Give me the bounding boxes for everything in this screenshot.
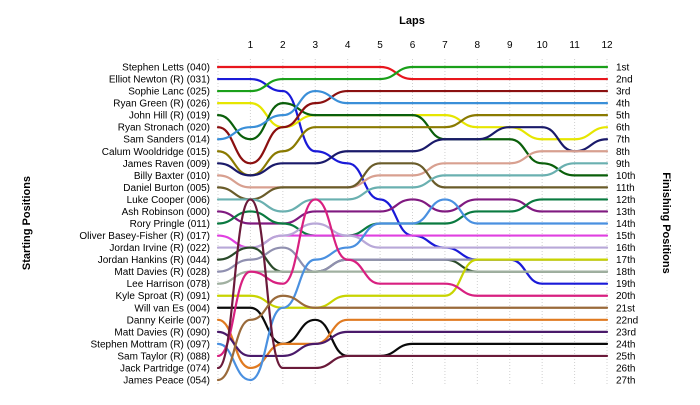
grid: [217, 59, 608, 384]
lap-tick-label: 2: [280, 40, 286, 51]
finishing-position-label: 11th: [616, 183, 635, 194]
starting-position-label: Jordan Irvine (R) (022): [109, 243, 210, 254]
starting-position-label: Matt Davies (R) (090): [114, 327, 210, 338]
starting-position-label: Sam Sanders (014): [123, 135, 210, 146]
driver-line-10: [216, 150, 609, 189]
driver-line-23: [216, 330, 609, 358]
finishing-position-label: 26th: [616, 363, 635, 374]
driver-line-3: [216, 65, 609, 93]
finishing-position-label: 5th: [616, 111, 630, 122]
driver-line-22: [216, 318, 609, 370]
driver-line-7: [216, 89, 609, 141]
finishing-position-label: 18th: [616, 267, 635, 278]
starting-position-label: Danny Keirle (007): [127, 315, 210, 326]
starting-position-label: Elliot Newton (R) (031): [109, 75, 210, 86]
starting-position-label: Jordan Hankins (R) (044): [98, 255, 210, 266]
driver-line-8: [216, 114, 609, 177]
lap-tick-label: 9: [507, 40, 513, 51]
starting-position-label: Will van Es (004): [134, 303, 210, 314]
driver-line-19: [216, 270, 609, 285]
driver-line-12: [216, 162, 609, 213]
finishing-position-label: 15th: [616, 231, 635, 242]
driver-line-6: [216, 89, 609, 165]
starting-position-label: Jack Partridge (074): [120, 363, 210, 374]
driver-line-16: [216, 222, 609, 249]
driver-line-1: [216, 65, 609, 81]
starting-position-label: Sophie Lanc (025): [128, 87, 210, 98]
left-axis-title: Starting Positions: [21, 176, 33, 270]
finishing-position-label: 2nd: [616, 75, 633, 86]
lap-tick-label: 7: [442, 40, 448, 51]
driver-line-9: [216, 126, 609, 177]
lap-tick-label: 6: [410, 40, 416, 51]
lap-tick-label: 5: [377, 40, 383, 51]
finishing-position-label: 24th: [616, 339, 635, 350]
finishing-position-label: 22nd: [616, 315, 638, 326]
starting-position-label: Stephen Letts (040): [122, 63, 210, 74]
starting-position-label: Matt Davies (R) (028): [114, 267, 210, 278]
driver-line-2: [216, 77, 609, 285]
starting-position-label: Ryan Green (R) (026): [113, 99, 210, 110]
starting-position-label: Luke Cooper (006): [127, 195, 210, 206]
finishing-position-label: 1st: [616, 63, 630, 74]
starting-position-label: Oliver Basey-Fisher (R) (017): [79, 231, 210, 242]
starting-position-label: Daniel Burton (005): [123, 183, 210, 194]
finishing-position-label: 10th: [616, 171, 635, 182]
finishing-position-label: 6th: [616, 123, 630, 134]
finishing-position-label: 23rd: [616, 327, 636, 338]
starting-position-label: Ash Robinson (000): [122, 207, 210, 218]
driver-line-25: [216, 198, 609, 358]
lap-tick-label: 1: [248, 40, 254, 51]
driver-line-26: [216, 198, 609, 370]
starting-position-label: Rory Pringle (011): [130, 219, 210, 230]
lap-tick-label: 12: [601, 40, 613, 51]
starting-position-label: Ryan Stronach (020): [118, 123, 210, 134]
series-lines: [216, 65, 609, 382]
driver-line-27: [216, 294, 609, 382]
lap-tick-label: 8: [475, 40, 481, 51]
starting-position-label: Stephen Mottram (R) (097): [91, 339, 211, 350]
driver-line-4: [216, 102, 609, 141]
finishing-position-label: 17th: [616, 255, 635, 266]
lap-tick-label: 11: [569, 40, 580, 51]
finishing-position-label: 16th: [616, 243, 635, 254]
finishing-position-label: 12th: [616, 195, 635, 206]
x-axis-title: Laps: [399, 15, 425, 27]
finishing-position-label: 14th: [616, 219, 635, 230]
starting-position-label: Calum Wooldridge (015): [102, 147, 210, 158]
starting-position-label: James Raven (009): [123, 159, 210, 170]
driver-line-24: [216, 198, 609, 382]
starting-position-label: Sam Taylor (R) (088): [117, 351, 210, 362]
finishing-position-label: 13th: [616, 207, 635, 218]
finishing-position-label: 27th: [616, 376, 635, 387]
finishing-position-label: 3rd: [616, 87, 630, 98]
lap-tick-label: 10: [537, 40, 549, 51]
finishing-position-label: 4th: [616, 99, 630, 110]
lap-tick-label: 3: [312, 40, 318, 51]
finishing-position-label: 20th: [616, 291, 635, 302]
driver-line-11: [216, 162, 609, 201]
driver-line-5: [216, 102, 609, 177]
starting-position-label: John Hill (R) (019): [129, 111, 210, 122]
starting-position-label: Kyle Sproat (R) (091): [116, 291, 210, 302]
starting-position-label: Lee Harrison (078): [127, 279, 210, 290]
lap-tick-label: 4: [345, 40, 351, 51]
finishing-position-label: 25th: [616, 351, 635, 362]
right-axis-title: Finishing Positions: [660, 172, 672, 273]
starting-position-label: Billy Baxter (010): [134, 171, 210, 182]
finishing-position-label: 7th: [616, 135, 630, 146]
finishing-position-label: 9th: [616, 159, 630, 170]
finishing-position-label: 8th: [616, 147, 630, 158]
starting-position-label: James Peace (054): [123, 376, 210, 387]
finishing-position-label: 21st: [616, 303, 635, 314]
finishing-position-label: 19th: [616, 279, 635, 290]
